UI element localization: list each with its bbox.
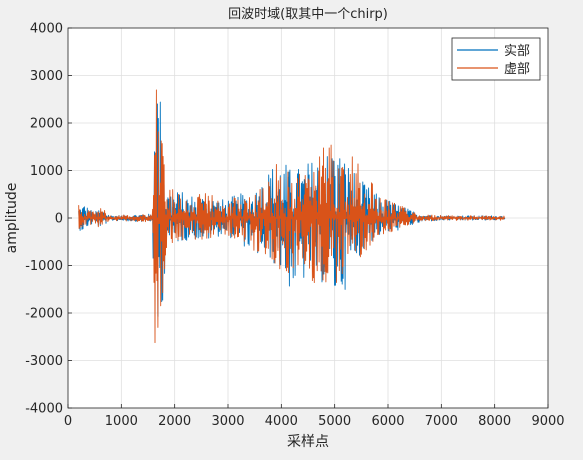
y-axis-label: amplitude (4, 183, 20, 254)
x-tick-label: 3000 (211, 414, 244, 429)
legend: 实部 虚部 (451, 37, 541, 81)
x-tick-label: 0 (64, 414, 72, 429)
x-axis-label: 采样点 (287, 434, 329, 450)
x-tick-label: 1000 (105, 414, 138, 429)
ticks: 0 1000 2000 3000 4000 5000 6000 7000 8000 9000 -40… (25, 22, 564, 430)
x-tick-label: 6000 (371, 414, 404, 429)
y-tick-label: 3000 (30, 69, 63, 84)
x-tick-label: 4000 (265, 414, 298, 429)
legend-label-imag: 虚部 (504, 62, 530, 77)
y-tick-label: -3000 (25, 354, 63, 369)
chart-title: 回波时域(取其中一个chirp) (228, 7, 388, 22)
legend-box (451, 37, 541, 81)
y-tick-label: -4000 (25, 402, 63, 417)
y-tick-label: 4000 (30, 22, 63, 37)
x-tick-label: 8000 (478, 414, 511, 429)
y-tick-label: 0 (55, 212, 63, 227)
x-tick-label: 7000 (425, 414, 458, 429)
y-tick-label: -1000 (25, 259, 63, 274)
y-tick-label: 2000 (30, 117, 63, 132)
x-tick-label: 5000 (318, 414, 351, 429)
signal-imag (78, 89, 506, 344)
legend-label-real: 实部 (504, 44, 530, 59)
y-tick-label: 1000 (30, 164, 63, 179)
x-tick-label: 2000 (158, 414, 191, 429)
x-tick-label: 9000 (531, 414, 564, 429)
signal-layer (78, 89, 506, 344)
y-tick-label: -2000 (25, 307, 63, 322)
